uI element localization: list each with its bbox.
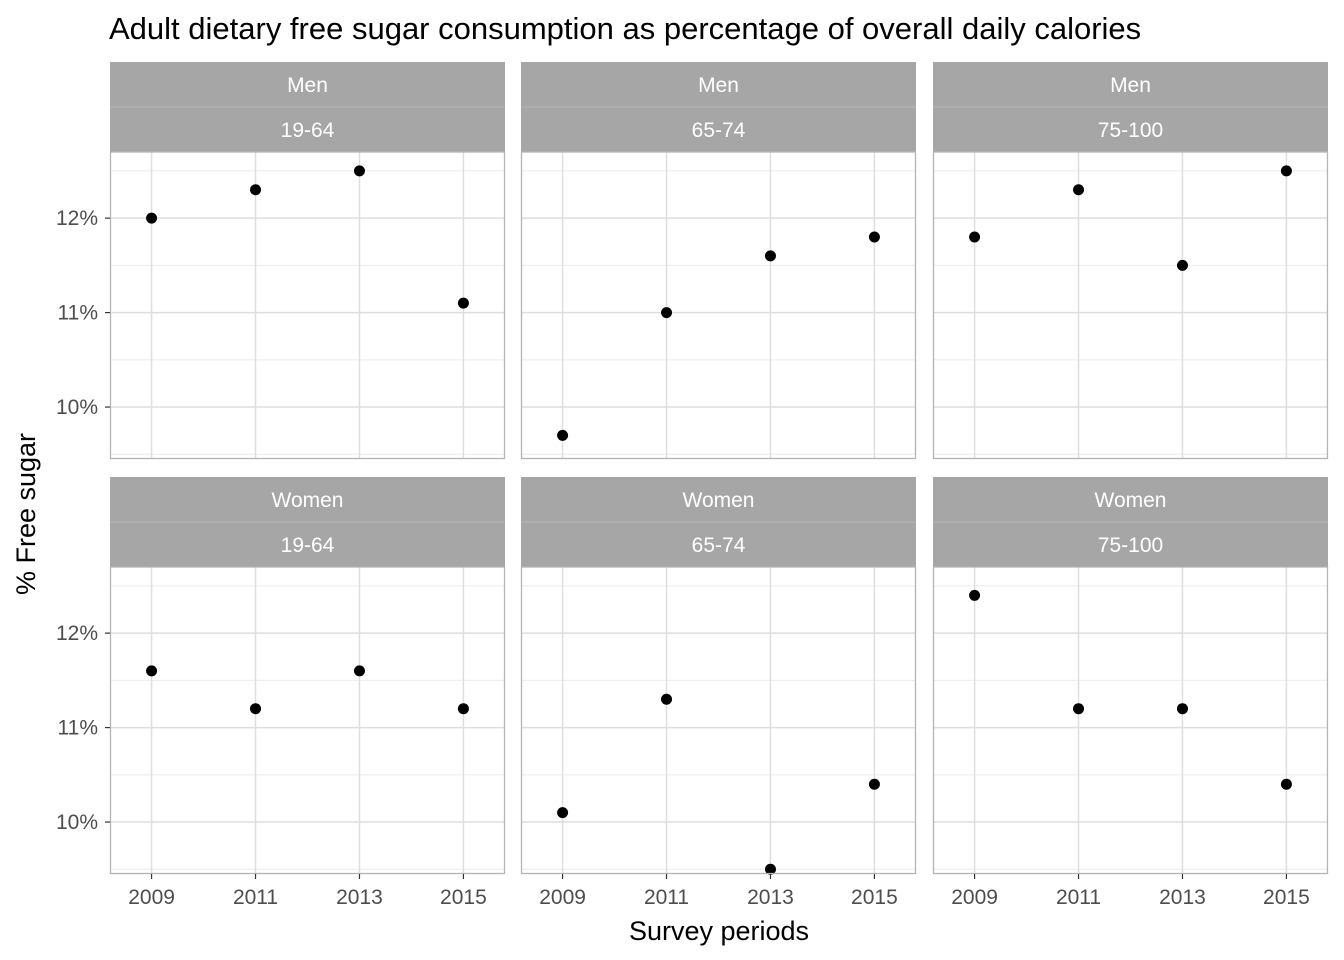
facet-strip-age [933, 522, 1328, 567]
data-point [353, 165, 365, 177]
facet-panel-border [520, 151, 917, 460]
data-point [557, 807, 569, 819]
data-point [557, 429, 569, 441]
x-tick-label: 2009 [951, 886, 998, 909]
data-point [969, 589, 981, 601]
data-point [868, 778, 880, 790]
facet-strip-sex [521, 477, 916, 522]
facet-strip-sex [933, 62, 1328, 107]
data-point [661, 307, 673, 319]
facet-strip-sex-label: Men [287, 74, 328, 97]
data-point [457, 297, 469, 309]
data-point [146, 212, 158, 224]
data-point [353, 665, 365, 677]
y-tick-label: 10% [56, 811, 98, 834]
facet-panel-border [109, 151, 506, 460]
y-tick-label: 10% [56, 396, 98, 419]
data-point [868, 231, 880, 243]
facet-strip-age [110, 522, 505, 567]
facet-strip-age-label: 65-74 [692, 119, 746, 142]
y-tick-label: 11% [58, 717, 98, 740]
facet-panels: Men 19-64 10% 11% 12% Men 65-74 Men 75-100 Women 1… [56, 62, 1329, 909]
facet-panel-bg [933, 567, 1328, 874]
x-tick-label: 2009 [539, 886, 586, 909]
x-tick-label: 2009 [128, 886, 175, 909]
facet-strip-age [110, 107, 505, 152]
data-point [1073, 184, 1085, 196]
facet-panel-bg [110, 567, 505, 874]
x-tick-label: 2011 [644, 886, 689, 909]
facet-strip-sex-label: Women [683, 489, 755, 512]
data-point [1280, 778, 1292, 790]
facet-strip-sex-label: Women [1095, 489, 1167, 512]
data-point [250, 703, 262, 715]
facet-strip-sex-label: Men [698, 74, 739, 97]
data-point [457, 703, 469, 715]
facet-strip-age-label: 75-100 [1098, 534, 1163, 557]
data-point [969, 231, 981, 243]
facet-strip-age [933, 107, 1328, 152]
facet-panel-bg [933, 152, 1328, 459]
facet-strip-age-label: 65-74 [692, 534, 746, 557]
facet-strip-age-label: 19-64 [281, 534, 335, 557]
data-point [661, 693, 673, 705]
y-axis-title: % Free sugar [11, 433, 41, 595]
data-point [764, 863, 776, 875]
x-axis-title: Survey periods [629, 916, 809, 946]
facet-strip-age [521, 107, 916, 152]
y-tick-label: 12% [56, 207, 98, 230]
x-tick-label: 2011 [233, 886, 278, 909]
data-point [1176, 703, 1188, 715]
x-tick-label: 2013 [747, 886, 794, 909]
facet-strip-age [521, 522, 916, 567]
data-point [764, 250, 776, 262]
data-point [1280, 165, 1292, 177]
x-tick-label: 2011 [1056, 886, 1101, 909]
facet-strip-age-label: 75-100 [1098, 119, 1163, 142]
x-tick-label: 2015 [851, 886, 898, 909]
facet-panel-border [932, 151, 1329, 460]
x-tick-label: 2013 [1159, 886, 1206, 909]
y-tick-label: 12% [56, 622, 98, 645]
y-tick-label: 11% [58, 302, 98, 325]
facet-panel-bg [110, 152, 505, 459]
facet-strip-sex-label: Men [1110, 74, 1151, 97]
x-tick-label: 2013 [336, 886, 383, 909]
data-point [1176, 259, 1188, 271]
facet-panel-border [520, 566, 917, 875]
facet-panel-border [932, 566, 1329, 875]
facet-panel-bg [521, 567, 916, 874]
data-point [1073, 703, 1085, 715]
facet-strip-sex [110, 62, 505, 107]
facet-strip-sex-label: Women [272, 489, 344, 512]
facet-panel-border [109, 566, 506, 875]
facet-strip-sex [110, 477, 505, 522]
facet-panel-bg [521, 152, 916, 459]
x-tick-label: 2015 [1263, 886, 1310, 909]
facet-strip-sex [521, 62, 916, 107]
chart-title: Adult dietary free sugar consumption as … [109, 11, 1141, 46]
x-tick-label: 2015 [440, 886, 487, 909]
data-point [250, 184, 262, 196]
data-point [146, 665, 158, 677]
facet-strip-age-label: 19-64 [281, 119, 335, 142]
facet-strip-sex [933, 477, 1328, 522]
